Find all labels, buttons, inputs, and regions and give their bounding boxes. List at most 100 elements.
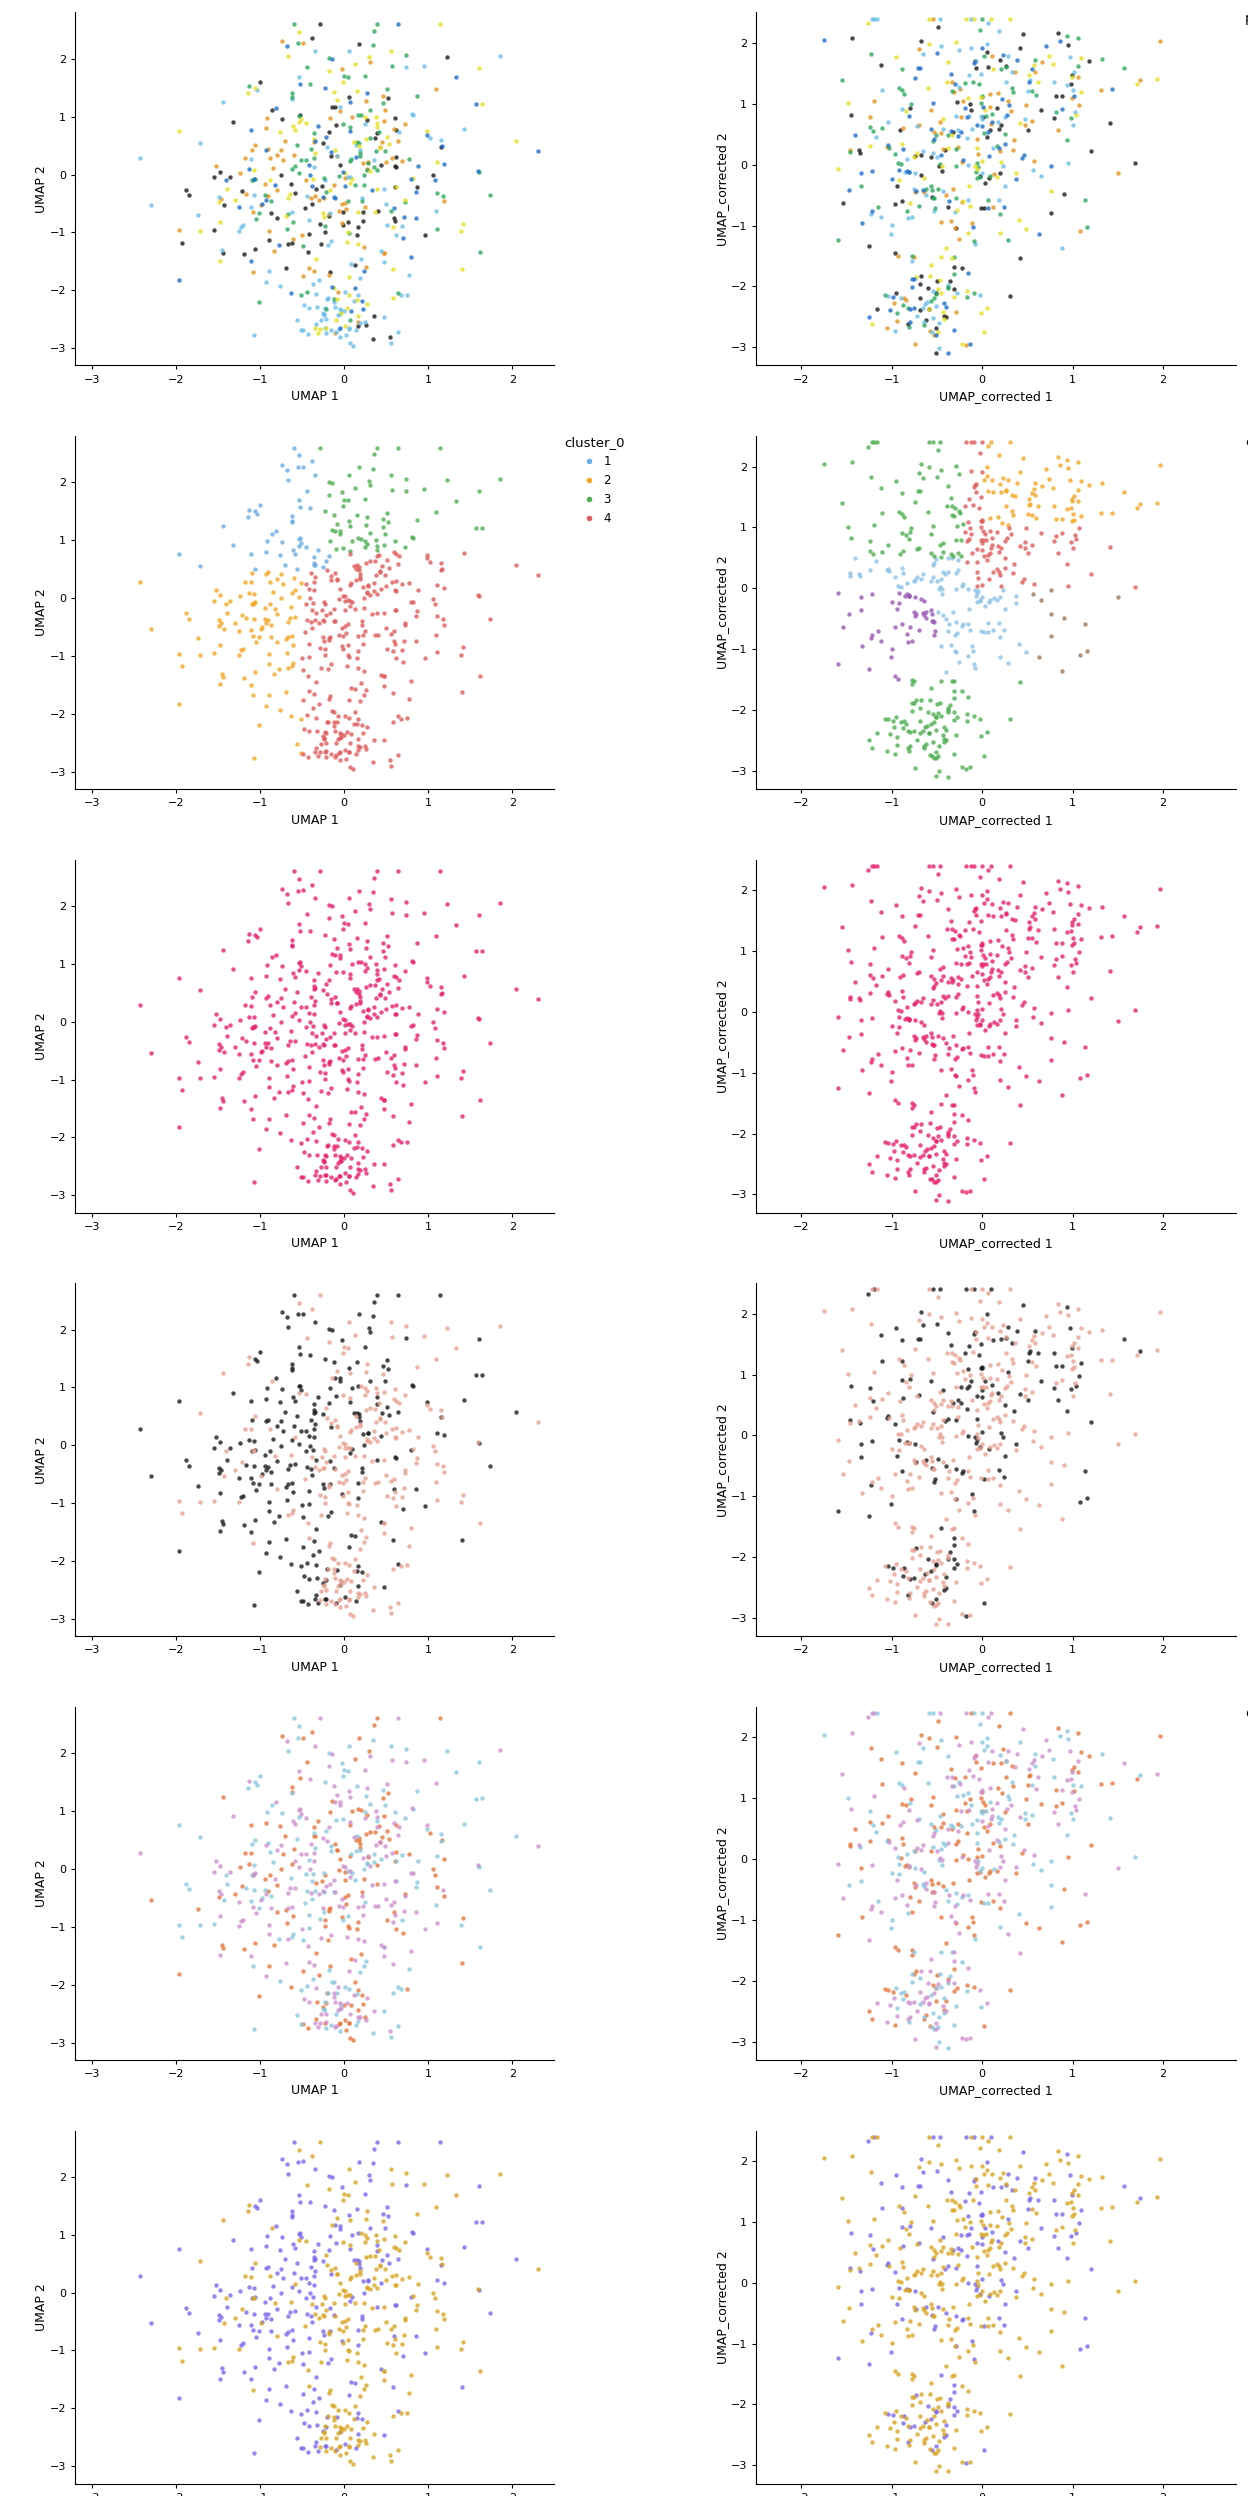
Point xyxy=(397,699,417,739)
Point xyxy=(1061,1792,1081,1832)
Point xyxy=(292,699,312,739)
Point xyxy=(324,1116,344,1156)
Point xyxy=(895,1423,915,1463)
Point xyxy=(258,1058,278,1098)
Point xyxy=(381,1171,401,1211)
Point xyxy=(356,305,376,344)
Point xyxy=(348,127,368,167)
Point xyxy=(1042,45,1062,85)
Point xyxy=(862,1575,882,1615)
Point xyxy=(980,2254,1000,2294)
Point xyxy=(278,2311,298,2351)
Point xyxy=(324,280,344,319)
Point xyxy=(938,2234,958,2274)
Point xyxy=(840,2246,860,2286)
Point xyxy=(383,207,403,247)
Point xyxy=(245,998,265,1038)
Point xyxy=(987,936,1007,976)
Y-axis label: UMAP 2: UMAP 2 xyxy=(35,165,47,212)
Point xyxy=(938,2306,958,2346)
Point xyxy=(879,976,899,1016)
Point xyxy=(931,983,951,1023)
Point xyxy=(980,2229,1000,2269)
Point xyxy=(929,1418,948,1458)
Point xyxy=(338,2331,358,2371)
Point xyxy=(905,482,925,522)
Point xyxy=(1126,142,1146,182)
Point xyxy=(302,185,322,225)
Point xyxy=(938,1033,958,1073)
Point xyxy=(936,599,956,639)
Point xyxy=(956,749,976,789)
Point xyxy=(889,160,909,200)
Point xyxy=(902,1538,922,1577)
Point xyxy=(302,2301,322,2341)
Point xyxy=(235,235,255,275)
Point xyxy=(348,1997,368,2037)
Point xyxy=(871,1892,891,1932)
Point xyxy=(971,1790,991,1830)
Point xyxy=(241,1088,261,1128)
Point xyxy=(860,2244,880,2284)
Point xyxy=(226,1874,246,1914)
Point xyxy=(394,1892,414,1932)
Point xyxy=(427,2326,447,2366)
Point xyxy=(1002,919,1022,958)
Point xyxy=(834,182,854,222)
Point xyxy=(1061,97,1081,137)
Point xyxy=(334,2174,354,2214)
Point xyxy=(243,584,263,624)
Point xyxy=(205,1428,225,1468)
Point xyxy=(338,1969,358,2009)
Point xyxy=(260,1490,280,1530)
Point xyxy=(348,1919,368,1959)
Point xyxy=(896,1463,916,1503)
Point xyxy=(861,2314,881,2354)
Point xyxy=(987,2274,1007,2314)
Point xyxy=(931,1967,951,2007)
Point xyxy=(373,1081,393,1121)
Point xyxy=(364,1842,384,1882)
Point xyxy=(381,1884,401,1924)
Point xyxy=(505,544,525,584)
Point xyxy=(473,85,493,125)
Point xyxy=(1065,1747,1085,1787)
Point xyxy=(298,711,318,751)
Point xyxy=(321,2249,341,2289)
Point xyxy=(357,572,377,612)
Point xyxy=(957,1118,977,1158)
Point xyxy=(1011,2147,1031,2186)
Point xyxy=(1032,467,1052,507)
Point xyxy=(303,1817,323,1857)
Point xyxy=(971,1772,991,1812)
Point xyxy=(353,1038,373,1078)
Point xyxy=(312,1393,332,1433)
Point xyxy=(1071,72,1091,112)
Point xyxy=(220,1428,240,1468)
Point xyxy=(313,1448,333,1488)
Point xyxy=(285,1840,305,1879)
Point xyxy=(1071,1058,1091,1098)
Point xyxy=(962,1805,982,1845)
Point xyxy=(319,1947,339,1987)
Point xyxy=(946,1777,966,1817)
Point xyxy=(319,2374,339,2414)
Point xyxy=(972,75,992,115)
Point xyxy=(1000,846,1020,886)
Point xyxy=(298,1927,318,1967)
Point xyxy=(386,2334,406,2374)
Point xyxy=(921,1380,941,1420)
Point xyxy=(1080,464,1099,504)
Point xyxy=(251,1333,271,1373)
Point xyxy=(364,147,384,187)
Point xyxy=(338,1907,358,1947)
Point xyxy=(324,1013,344,1053)
Point xyxy=(353,1136,373,1176)
Point xyxy=(901,1355,921,1395)
Point xyxy=(331,1580,351,1620)
Point xyxy=(938,1385,958,1425)
Point xyxy=(332,1031,352,1071)
Point xyxy=(956,1270,976,1310)
Point xyxy=(376,514,396,554)
Point xyxy=(879,127,899,167)
